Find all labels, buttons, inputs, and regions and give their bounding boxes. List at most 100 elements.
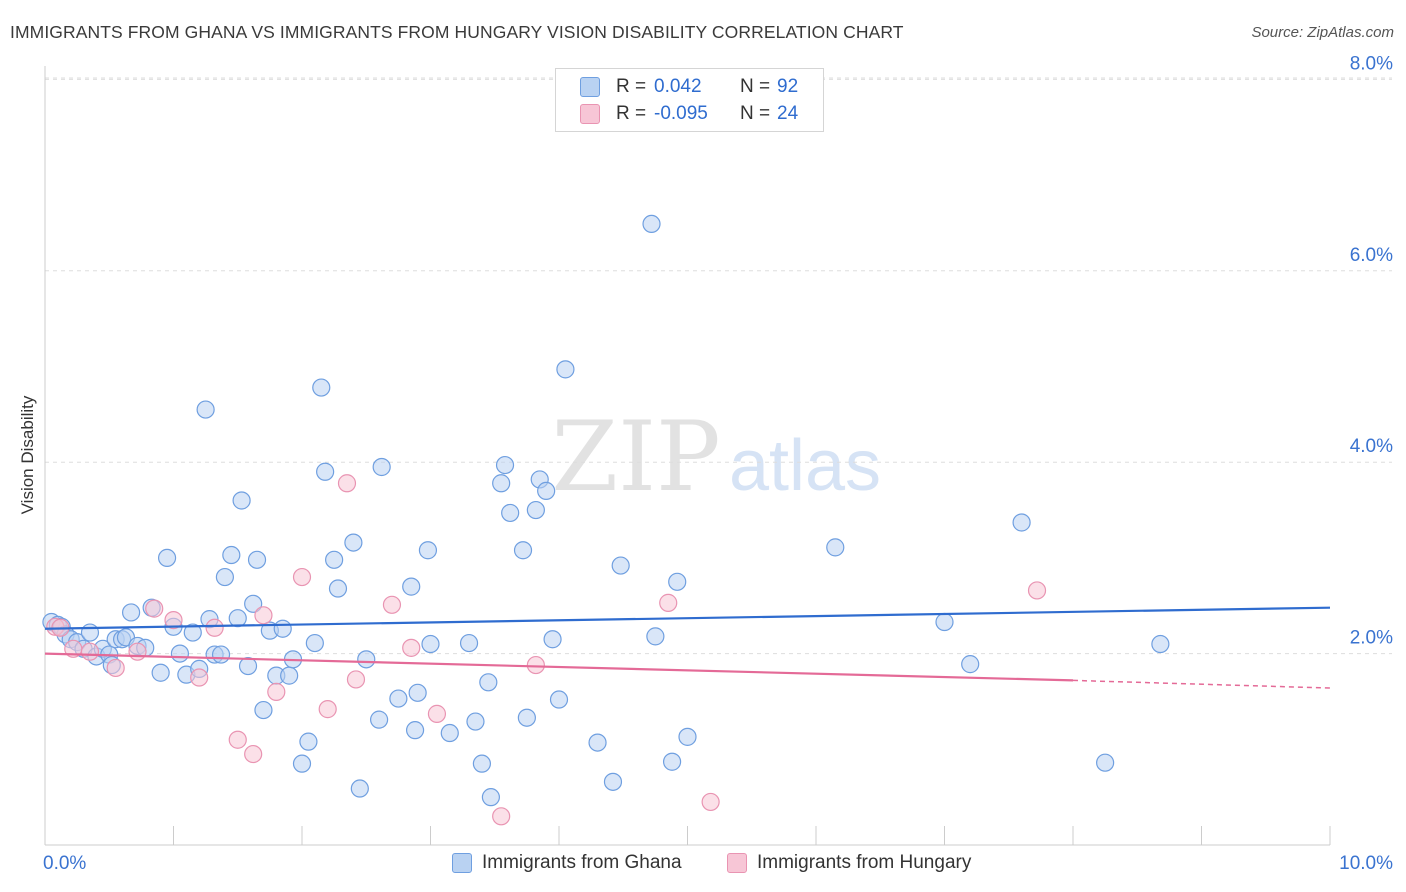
watermark-atlas: atlas (729, 426, 881, 506)
y-tick-label: 4.0% (1350, 436, 1393, 457)
x-tick-label: 0.0% (43, 853, 86, 874)
ghana-point (372, 457, 391, 477)
ghana-point (222, 545, 241, 565)
hungary-point (190, 668, 209, 687)
ghana-point (247, 550, 267, 569)
hungary-point (701, 792, 720, 812)
ghana-point (151, 663, 170, 682)
hungary-legend-swatch (727, 853, 747, 873)
ghana-point (402, 577, 421, 596)
ghana-point (479, 673, 498, 692)
ghana-point (961, 655, 980, 674)
x-tick-label: 10.0% (1339, 853, 1393, 874)
ghana-point (492, 474, 511, 493)
ghana-point (543, 630, 562, 649)
ghana-point (196, 400, 215, 419)
hungary-point (526, 655, 545, 675)
ghana-point (292, 754, 312, 773)
ghana-point (232, 491, 251, 510)
ghana-point (642, 214, 661, 234)
hungary-point (205, 618, 224, 637)
legend-item-ghana: Immigrants from Ghana (452, 852, 682, 874)
n-label: N = (740, 76, 771, 97)
ghana-point (459, 633, 479, 653)
hungary-swatch (580, 104, 600, 124)
correlation-legend: R = 0.042 N = 92 R = -0.095 N = 24 (555, 68, 824, 132)
ghana-point (254, 700, 273, 720)
legend-row-hungary: R = -0.095 N = 24 (580, 102, 798, 126)
ghana-point (273, 619, 292, 638)
ghana-point (299, 732, 318, 751)
ghana-point (513, 541, 533, 560)
legend-row-ghana: R = 0.042 N = 92 (580, 75, 798, 99)
r-value: -0.095 (654, 103, 708, 124)
hungary-point (244, 744, 263, 764)
n-value: 92 (777, 76, 799, 97)
ghana-point (556, 360, 575, 379)
ghana-point (418, 541, 438, 560)
r-value: 0.042 (654, 76, 702, 97)
y-axis-label: Vision Disability (18, 395, 37, 515)
hungary-point (402, 638, 421, 657)
ghana-point (408, 683, 427, 702)
ghana-point (244, 594, 263, 613)
y-tick-label: 8.0% (1350, 53, 1393, 74)
ghana-point (344, 533, 363, 552)
y-tick-label: 2.0% (1350, 628, 1393, 649)
hungary-point (337, 474, 357, 493)
ghana-point (228, 609, 247, 628)
ghana-point (183, 623, 202, 642)
hungary-point (145, 599, 164, 618)
legend-item-hungary: Immigrants from Hungary (727, 852, 971, 874)
ghana-point (316, 462, 335, 481)
ghana-point (826, 538, 845, 557)
ghana-point (405, 721, 425, 740)
hungary-trend-line (44, 652, 1074, 682)
hungary-point (427, 704, 447, 723)
n-label: N = (740, 103, 771, 124)
ghana-point (611, 556, 630, 575)
hungary-point (292, 567, 312, 587)
hungary-point (164, 611, 183, 630)
ghana-point (603, 772, 623, 791)
ghana-point (389, 689, 408, 708)
ghana-point (935, 612, 954, 632)
ghana-point (157, 548, 177, 568)
ghana-swatch (580, 77, 600, 97)
y-tick-label: 6.0% (1350, 245, 1393, 266)
hungary-point (1027, 581, 1047, 600)
legend-label-hungary: Immigrants from Hungary (757, 852, 972, 873)
ghana-point (517, 708, 536, 727)
ghana-point (668, 572, 687, 591)
ghana-point (501, 503, 520, 523)
legend-label-ghana: Immigrants from Ghana (482, 852, 682, 873)
ghana-point (495, 455, 515, 475)
ghana-point (472, 754, 491, 773)
ghana-point (440, 723, 459, 743)
ghana-point (421, 634, 440, 654)
source-credit: Source: ZipAtlas.com (1251, 24, 1394, 41)
hungary-point (346, 670, 366, 689)
ghana-point (328, 579, 348, 598)
ghana-point (481, 788, 500, 807)
hungary-point (128, 642, 147, 661)
hungary-point (80, 642, 100, 661)
hungary-point (106, 658, 125, 678)
chart-title: IMMIGRANTS FROM GHANA VS IMMIGRANTS FROM… (10, 22, 904, 42)
watermark-zip: ZIP (551, 401, 720, 513)
ghana-point (312, 378, 331, 397)
ghana-point (80, 623, 100, 642)
ghana-point (211, 645, 231, 664)
hungary-point (318, 700, 337, 719)
ghana-point (170, 644, 190, 663)
ghana-point (280, 666, 299, 685)
ghana-point (305, 633, 324, 653)
ghana-point (549, 690, 569, 709)
hungary-point (228, 730, 247, 749)
ghana-point (325, 550, 344, 569)
r-label: R = (616, 76, 647, 97)
ghana-point (350, 779, 369, 798)
ghana-point (238, 656, 258, 676)
ghana-point (537, 481, 556, 501)
